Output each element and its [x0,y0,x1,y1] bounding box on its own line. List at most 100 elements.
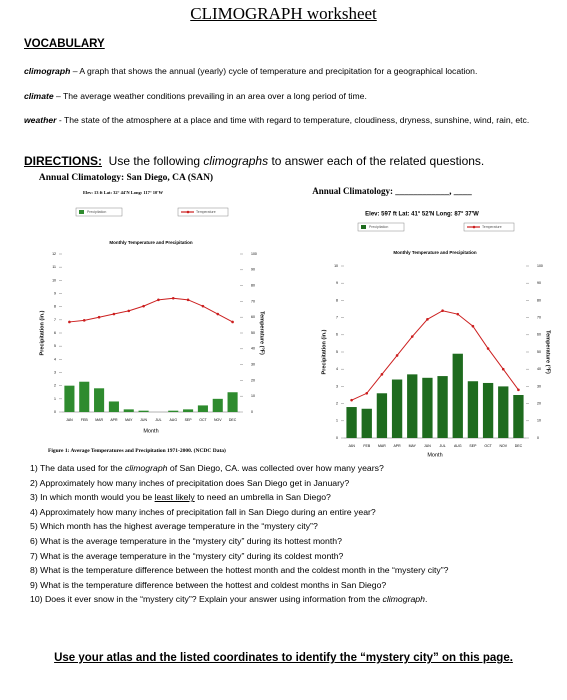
y-axis-label: Precipitation (in.) [321,329,327,374]
y-tick-label: 9 [54,291,56,295]
y2-tick-label: 60 [251,315,255,319]
directions: DIRECTIONS: Use the following climograph… [24,154,484,168]
question-text: . [424,594,428,605]
y2-tick-label: 60 [537,333,541,337]
y2-tick-label: 30 [251,363,255,367]
temperature-point [365,391,369,395]
y-tick-label: 2 [54,384,56,388]
legend-label: Temperature [482,225,502,229]
y-tick-label: 2 [336,402,338,406]
temperature-point [231,320,234,324]
legend-marker [472,225,476,229]
question-text: 4) Approximately how many inches of prec… [30,506,376,517]
chart: Annual Climatology: ____________, ____ El… [312,186,551,458]
question-text: 3) In which month would you be [30,492,155,503]
x-tick-label: NOV [214,418,222,422]
question-text: 9) What is the temperature difference be… [30,579,387,590]
question: 4) Approximately how many inches of prec… [30,505,555,520]
y2-axis-label: Temperature (°F) [545,330,551,374]
bar [212,398,223,412]
directions-emphasis: climographs [203,154,269,168]
legend-marker [186,210,190,214]
y-tick-label: 1 [336,419,338,423]
question-text: 2) Approximately how many inches of prec… [30,477,350,488]
temperature-point [216,312,220,316]
x-tick-label: JUL [439,444,445,448]
chart-title: Annual Climatology: ____________, ____ [312,186,472,196]
x-tick-label: OCT [484,444,492,448]
legend-box [357,222,405,232]
temperature-point [486,347,490,350]
chart-title: Annual Climatology: San Diego, CA (SAN) [39,172,213,183]
chart: Annual Climatology: San Diego, CA (SAN) E… [39,172,265,434]
x-tick-label: JAN [348,444,355,448]
temperature-point [186,298,190,302]
temperature-point [380,373,384,376]
bar [346,407,357,438]
bar [376,393,388,438]
question-text: climograph [382,594,425,605]
y-tick-label: 8 [54,305,56,309]
question: 10) Does it ever snow in the “mystery ci… [30,592,555,607]
bar [168,410,179,412]
y2-tick-label: 40 [537,367,541,371]
temperature-point [112,312,116,316]
y-tick-label: 0 [336,436,338,440]
bar [361,408,372,438]
x-tick-label: AUG [454,444,462,448]
question: 5) Which month has the highest average t… [30,519,555,534]
x-tick-label: JAN [66,418,73,422]
definition: weather - The state of the atmosphere at… [24,114,549,127]
temperature-line [69,297,233,323]
legend-label: Precipitation [369,225,388,229]
y-tick-label: 0 [54,410,56,414]
temperature-point [395,354,399,357]
directions-text: to answer each of the related questions. [271,154,485,168]
plot-title: Monthly Temperature and Precipitation [393,250,476,255]
y-tick-label: 12 [52,252,56,256]
x-axis-label: Month [143,428,158,434]
y-tick-label: 3 [336,384,338,388]
definition-text: – A graph that shows the annual (yearly)… [70,66,478,76]
y2-tick-label: 20 [537,402,541,406]
chart-subtitle: Elev: 597 ft Lat: 41° 52'N Long: 87° 37'… [365,212,479,218]
y-axis-label: Precipitation (in.) [39,310,45,355]
y2-tick-label: 90 [537,281,541,285]
bar [482,382,494,438]
x-tick-label: SEP [469,444,477,448]
x-tick-label: JUN [140,418,147,422]
question-text: climograph [124,463,168,473]
x-tick-label: MAR [95,418,103,422]
x-tick-label: JUL [155,418,161,422]
question-text: 7) What is the average temperature in th… [30,550,344,561]
question-text: 5) Which month has the highest average t… [30,521,318,532]
directions-text: Use the following [108,154,201,168]
temperature-point [97,315,101,319]
legend-box [75,207,123,217]
x-tick-label: FEB [81,418,88,422]
temperature-point [82,319,86,322]
question: 9) What is the temperature difference be… [30,578,555,593]
bar [407,374,418,438]
temperature-point [171,296,175,300]
y-tick-label: 3 [54,370,56,374]
y2-tick-label: 10 [251,394,255,398]
y-tick-label: 5 [54,344,56,348]
legend-label: Temperature [196,210,216,214]
definition-text: - The state of the atmosphere at a place… [56,115,530,125]
temperature-point [201,304,205,308]
x-tick-label: MAR [378,444,386,448]
x-tick-label: FEB [363,444,370,448]
temperature-point [157,298,160,302]
bar [422,377,433,438]
x-tick-label: JUN [424,444,431,448]
plot-title: Monthly Temperature and Precipitation [109,240,192,245]
doc-title: CLIMOGRAPH worksheet [190,4,377,23]
definition-text: – The average weather conditions prevail… [53,91,367,101]
temperature-point [142,304,145,308]
bar [94,388,105,412]
section-heading: VOCABULARY [24,38,105,50]
y-tick-label: 7 [336,316,338,320]
question-text: least likely [154,492,195,503]
